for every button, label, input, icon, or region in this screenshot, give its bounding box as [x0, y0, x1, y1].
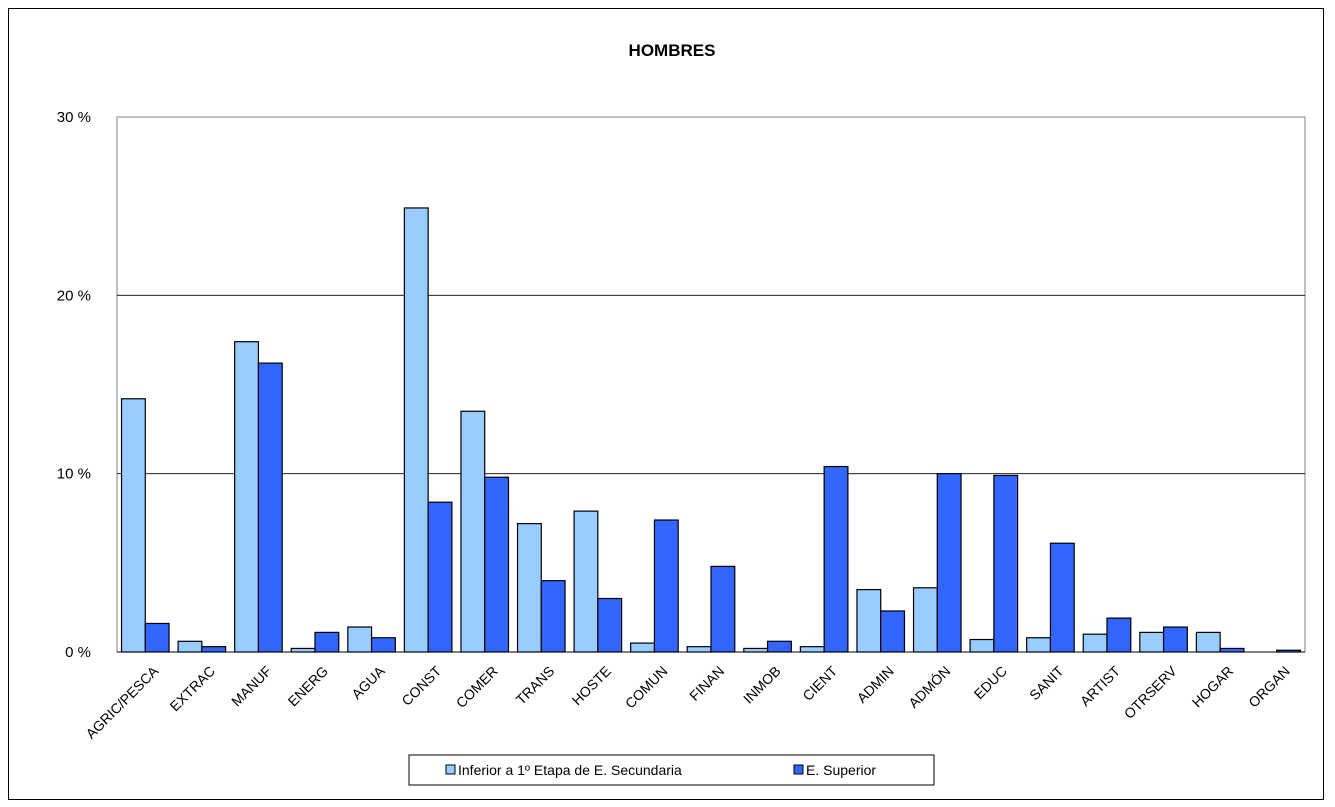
bar-inferior-extrac [177, 640, 203, 653]
bar-inferior-agua [347, 626, 373, 653]
gridlines [117, 294, 1305, 475]
x-category-label: EDUC [971, 663, 1010, 702]
bar-inferior-educ [969, 638, 995, 653]
plot-area [116, 116, 1306, 653]
bar-superior-energ [314, 631, 340, 653]
bar-superior-comun [653, 519, 679, 653]
x-category-label: INMOB [740, 663, 784, 707]
x-category-label: COMUN [622, 663, 671, 712]
bar-inferior-agric-pesca [120, 398, 146, 653]
bar-superior-admón [936, 473, 962, 653]
bar-inferior-hogar [1195, 631, 1221, 653]
y-tick-label: 20 % [57, 287, 91, 304]
x-category-label: AGRIC/PESCA [82, 662, 161, 741]
bar-inferior-const [403, 207, 429, 653]
legend-label-inferior: Inferior a 1º Etapa de E. Secundaria [458, 762, 682, 778]
bar-superior-agric-pesca [144, 622, 170, 653]
x-category-label: MANUF [228, 663, 275, 710]
legend-swatch-inferior [445, 764, 456, 775]
bar-superior-otrserv [1162, 626, 1188, 653]
x-category-label: HOGAR [1189, 663, 1237, 711]
x-category-label: CONST [398, 662, 444, 708]
bar-superior-hoste [597, 597, 623, 653]
bar-superior-comer [484, 476, 510, 653]
bar-inferior-energ [290, 647, 316, 653]
y-axis-ticks: 0 % 10 % 20 % 30 % [57, 109, 91, 661]
bar-inferior-comun [630, 642, 656, 653]
y-tick-label: 0 % [65, 644, 91, 661]
bar-superior-finan [710, 565, 736, 653]
legend-box [408, 754, 935, 786]
legend-label-superior: E. Superior [806, 762, 876, 778]
bar-inferior-finan [686, 646, 712, 653]
x-category-label: ADMÓN [905, 663, 953, 711]
bar-superior-sanit [1049, 542, 1075, 653]
bar-superior-inmob [766, 640, 792, 653]
x-axis-category-labels: AGRIC/PESCA EXTRAC MANUF ENERG AGUA CONST COME… [82, 662, 1292, 741]
legend-swatch-superior [793, 764, 804, 775]
bar-superior-cient [823, 465, 849, 653]
bar-inferior-admón [912, 587, 938, 653]
bar-superior-hogar [1219, 647, 1245, 653]
bar-inferior-cient [799, 646, 825, 653]
y-tick-label: 30 % [57, 109, 91, 126]
x-category-label: TRANS [513, 663, 558, 708]
x-category-label: ADMIN [854, 663, 897, 706]
bar-superior-artist [1106, 617, 1132, 653]
x-category-label: ORGAN [1245, 663, 1293, 711]
x-category-label: ENERG [285, 663, 332, 710]
bar-inferior-trans [516, 522, 542, 653]
bar-inferior-artist [1082, 633, 1108, 653]
bar-superior-const [427, 501, 453, 653]
bar-superior-extrac [201, 646, 227, 653]
chart-title: HOMBRES [629, 41, 716, 60]
x-category-label: AGUA [348, 662, 388, 702]
bar-inferior-sanit [1026, 637, 1052, 653]
bar-superior-trans [540, 580, 566, 653]
bar-inferior-manuf [234, 341, 260, 653]
legend: Inferior a 1º Etapa de E. Secundaria E. … [408, 754, 935, 786]
x-category-label: ARTIST [1077, 662, 1124, 709]
x-category-label: FINAN [686, 663, 727, 704]
bar-superior-manuf [257, 362, 283, 653]
bar-superior-agua [370, 637, 396, 653]
y-tick-label: 10 % [57, 466, 91, 483]
x-category-label: EXTRAC [167, 663, 218, 714]
bar-superior-admin [880, 610, 906, 653]
bar-inferior-inmob [743, 647, 769, 653]
bar-inferior-hoste [573, 510, 599, 653]
x-category-label: CIENT [799, 662, 840, 703]
x-category-label: COMER [453, 663, 501, 711]
x-category-label: SANIT [1026, 662, 1067, 703]
bar-inferior-comer [460, 410, 486, 653]
x-category-label: OTRSERV [1121, 662, 1180, 721]
x-category-label: HOSTE [569, 663, 614, 708]
bar-inferior-admin [856, 588, 882, 653]
bar-superior-educ [993, 474, 1019, 653]
bar-inferior-otrserv [1139, 631, 1165, 653]
